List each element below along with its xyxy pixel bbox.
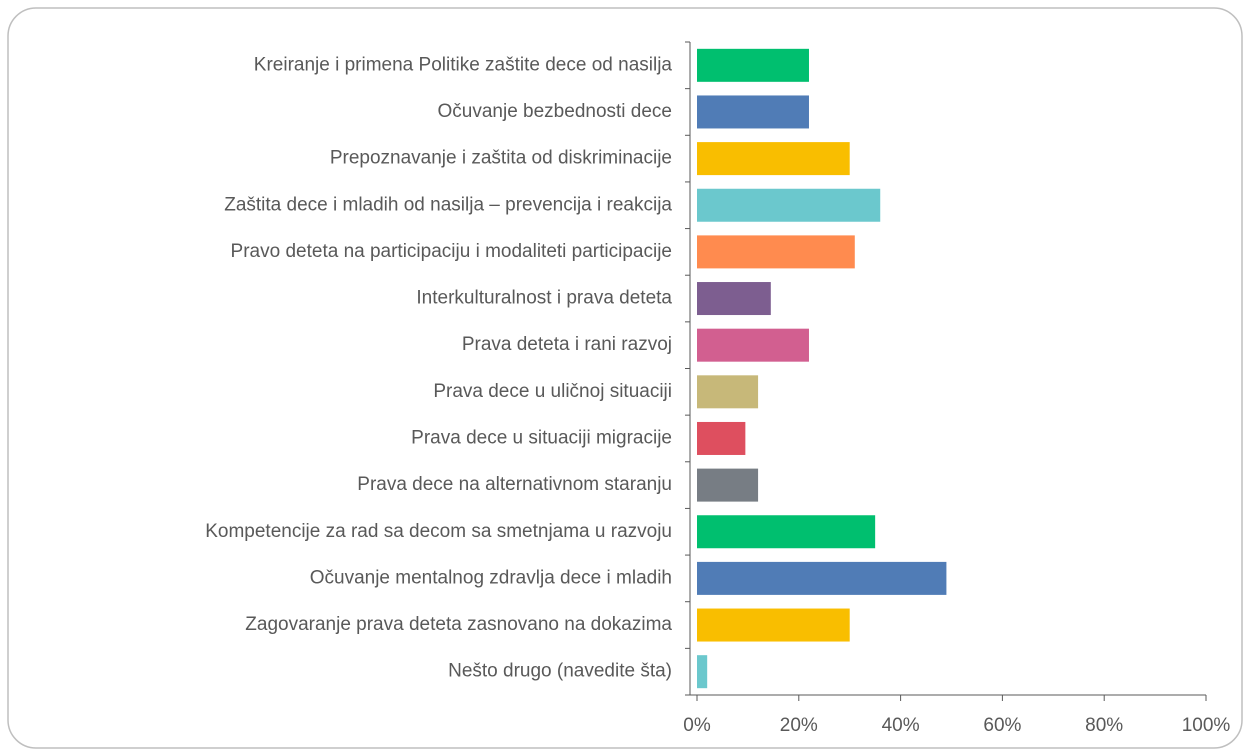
y-tick-label: Prava dece na alternativnom staranju: [357, 474, 672, 495]
bar: [697, 515, 876, 549]
bar: [697, 561, 947, 595]
x-tick-label: 40%: [882, 715, 920, 736]
y-tick-label: Prava dece u uličnoj situaciji: [433, 381, 672, 402]
y-tick-label: Prava dece u situaciji migracije: [411, 427, 672, 448]
x-tick-label: 0%: [683, 715, 711, 736]
y-tick-label: Očuvanje bezbednosti dece: [438, 101, 673, 122]
y-tick-label: Kreiranje i primena Politike zaštite dec…: [254, 54, 673, 75]
bar: [697, 468, 759, 502]
y-tick-label: Zagovaranje prava deteta zasnovano na do…: [245, 614, 672, 635]
y-tick-label: Prepoznavanje i zaštita od diskriminacij…: [330, 148, 672, 169]
bar: [697, 608, 850, 642]
bar: [697, 282, 771, 316]
y-tick-label: Očuvanje mentalnog zdravlja dece i mladi…: [310, 567, 672, 588]
bar: [697, 142, 850, 176]
bar: [697, 375, 759, 409]
frame: [7, 7, 1243, 749]
bar: [697, 655, 708, 689]
y-tick-label: Zaštita dece i mladih od nasilja – preve…: [224, 194, 672, 215]
bar: [697, 235, 855, 269]
x-tick-label: 60%: [983, 715, 1021, 736]
y-tick-label: Interkulturalnost i prava deteta: [416, 288, 672, 309]
y-tick-label: Pravo deteta na participaciju i modalite…: [231, 241, 672, 262]
x-tick-label: 80%: [1085, 715, 1123, 736]
x-tick-label: 100%: [1182, 715, 1231, 736]
y-tick-label: Nešto drugo (navedite šta): [448, 661, 672, 682]
bar: [697, 421, 746, 455]
y-tick-label: Kompetencije za rad sa decom sa smetnjam…: [205, 521, 672, 542]
bar: [697, 48, 809, 82]
x-tick-label: 20%: [780, 715, 818, 736]
bar: [697, 188, 881, 222]
bar: [697, 95, 809, 129]
y-tick-label: Prava deteta i rani razvoj: [462, 334, 672, 355]
bar: [697, 328, 809, 362]
